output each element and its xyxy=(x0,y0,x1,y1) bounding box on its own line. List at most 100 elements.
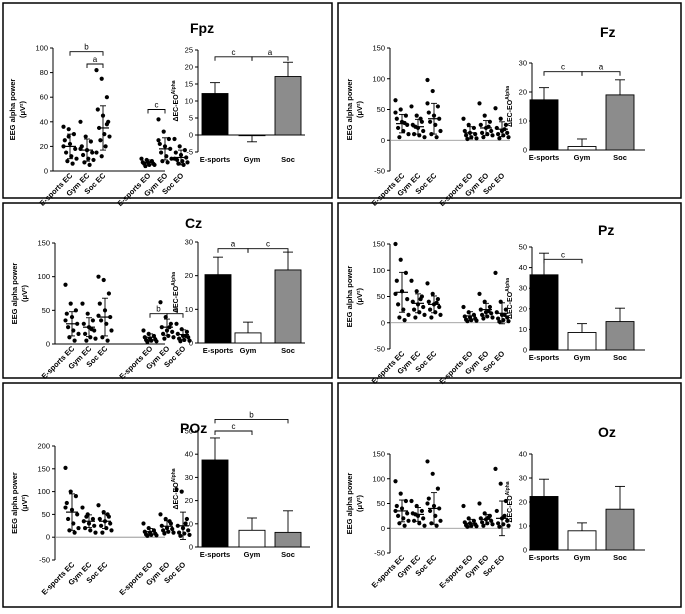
data-point xyxy=(421,516,426,521)
data-point xyxy=(185,160,190,165)
data-point xyxy=(466,122,471,127)
y-axis-unit: (μV²) xyxy=(20,284,29,302)
y-tick-label: 100 xyxy=(372,266,385,275)
data-point xyxy=(174,487,179,492)
y-tick-label: 100 xyxy=(35,44,48,53)
data-point xyxy=(426,496,431,501)
data-point xyxy=(152,162,157,167)
bar-y-tick-label: 0 xyxy=(189,339,193,348)
scatter-plot: EEG alpha power (μV²)-50050100150E-sports… xyxy=(345,450,511,590)
bar-y-tick-label: 10 xyxy=(519,522,527,531)
data-point xyxy=(90,516,95,522)
significance-label: c xyxy=(232,48,236,57)
data-point xyxy=(435,297,440,302)
data-point xyxy=(66,516,71,522)
data-point xyxy=(406,518,411,523)
data-point xyxy=(139,156,144,161)
data-point xyxy=(422,135,427,140)
data-point xyxy=(477,501,482,506)
data-point xyxy=(78,119,83,124)
data-point xyxy=(83,525,88,531)
data-point xyxy=(161,129,166,134)
data-point xyxy=(177,530,182,535)
data-point xyxy=(61,124,66,129)
y-tick-label: 100 xyxy=(37,272,50,281)
data-point xyxy=(497,319,502,324)
data-point xyxy=(74,156,79,161)
data-point xyxy=(178,339,183,344)
data-point xyxy=(425,501,430,506)
y-tick-label: -50 xyxy=(374,167,385,176)
data-point xyxy=(398,107,403,112)
significance-bracket xyxy=(69,51,104,56)
data-point xyxy=(94,150,99,155)
bar-x-tick-label: Gym xyxy=(240,346,257,355)
data-point xyxy=(409,278,414,283)
bar-y-tick-label: 10 xyxy=(185,519,193,528)
data-point xyxy=(505,518,510,523)
data-point xyxy=(162,531,167,536)
data-point xyxy=(422,523,427,528)
significance-label: b xyxy=(249,410,254,419)
bar xyxy=(605,321,635,351)
significance-label: a xyxy=(173,305,178,314)
bar xyxy=(204,274,232,344)
significance-label: c xyxy=(155,101,159,110)
data-point xyxy=(396,513,401,518)
bar-chart: ΔEC-EOAlpha 0 10 20 30 E-sports Gym Soc c a xyxy=(505,59,645,162)
significance-bracket xyxy=(166,313,184,318)
data-point xyxy=(158,300,163,305)
data-point xyxy=(434,135,439,140)
y-tick-label: 200 xyxy=(37,442,50,451)
bar-x-tick-label: E-sports xyxy=(200,155,230,164)
data-point xyxy=(63,465,68,470)
bar-y-axis-label-main: ΔEC-EO xyxy=(173,482,180,510)
data-point xyxy=(104,95,109,100)
data-point xyxy=(73,146,78,151)
bar-y-axis-label-main: ΔEC-EO xyxy=(173,285,180,313)
data-point xyxy=(413,315,418,320)
data-point xyxy=(76,525,81,531)
data-point xyxy=(406,132,411,137)
data-point xyxy=(490,315,495,320)
data-point xyxy=(175,331,180,336)
data-point xyxy=(425,459,430,464)
data-point xyxy=(70,161,75,166)
data-point xyxy=(98,138,103,143)
y-tick-label: 50 xyxy=(377,292,385,301)
data-point xyxy=(474,524,479,529)
bar-y-tick-label: 40 xyxy=(519,263,527,272)
data-point xyxy=(66,127,71,132)
data-point xyxy=(89,327,94,332)
data-point xyxy=(498,116,503,121)
significance-bracket xyxy=(543,258,583,264)
data-point xyxy=(80,301,85,306)
significance-bracket xyxy=(247,248,289,253)
bar-y-axis-label: ΔEC-EOAlpha xyxy=(171,272,180,313)
bar-y-tick-label: 0 xyxy=(189,543,193,552)
data-point xyxy=(72,338,77,343)
data-point xyxy=(397,135,402,140)
panel-border-fpz xyxy=(2,2,333,199)
y-axis-unit: (μV²) xyxy=(355,287,364,305)
bar-y-tick-label: 30 xyxy=(185,238,193,247)
data-point xyxy=(412,518,417,523)
bar-x-tick-label: E-sports xyxy=(529,553,559,562)
data-point xyxy=(101,510,106,515)
significance-label: a xyxy=(268,48,273,57)
y-tick-label: 0 xyxy=(381,318,385,327)
y-tick-label: -50 xyxy=(374,549,385,558)
bar-y-tick-label: 20 xyxy=(185,496,193,505)
significance-bracket xyxy=(147,109,166,114)
data-point xyxy=(168,321,173,326)
y-axis-label: EEG alpha power xyxy=(345,266,354,328)
bar-y-axis-label-main: ΔEC-EO xyxy=(173,94,180,122)
data-point xyxy=(62,138,67,143)
data-point xyxy=(170,526,175,532)
bar-y-tick-label: 10 xyxy=(519,117,527,126)
data-point xyxy=(157,141,162,147)
y-tick-label: 0 xyxy=(381,136,385,145)
bar-y-axis-label: ΔEC-EOAlpha xyxy=(505,481,514,522)
